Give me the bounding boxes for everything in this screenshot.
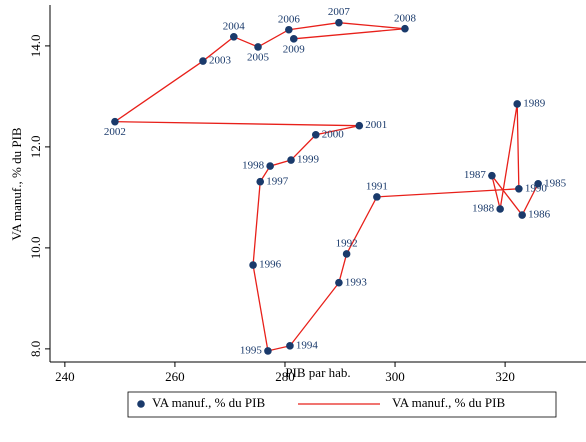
- point: [488, 171, 496, 180]
- y-tick-label: 10.0: [28, 237, 43, 260]
- point: [335, 278, 343, 287]
- y-tick-label: 14.0: [28, 35, 43, 58]
- point-label: 1986: [528, 209, 551, 221]
- point-label: 1994: [296, 339, 319, 351]
- point-label: 2005: [247, 51, 270, 63]
- x-tick-label: 320: [495, 369, 515, 384]
- point-label: 2002: [104, 126, 126, 138]
- point: [534, 179, 542, 188]
- point-label: 1993: [345, 276, 368, 288]
- point-label: 1995: [240, 344, 263, 356]
- point-label: 2003: [209, 55, 232, 67]
- x-axis-label: PIB par hab.: [285, 365, 350, 380]
- point-label: 1996: [259, 259, 282, 271]
- point: [256, 177, 265, 186]
- point: [513, 100, 522, 108]
- point: [373, 193, 381, 201]
- point: [287, 156, 295, 164]
- point-label: 2001: [365, 119, 387, 131]
- legend-marker: [137, 400, 145, 408]
- point: [111, 117, 119, 126]
- point-label: 1999: [297, 154, 320, 166]
- point: [199, 57, 207, 65]
- point: [335, 18, 343, 27]
- point: [285, 25, 293, 34]
- point-label: 2000: [322, 128, 345, 140]
- point: [496, 205, 504, 213]
- y-tick-label: 8.0: [28, 341, 43, 357]
- point-label: 1998: [242, 160, 265, 172]
- point-label: 1985: [544, 177, 567, 189]
- x-tick-label: 300: [385, 369, 405, 384]
- point-label: 1989: [523, 98, 546, 110]
- point-label: 2004: [223, 20, 246, 32]
- point: [230, 33, 238, 41]
- x-tick-label: 240: [55, 369, 75, 384]
- point-label: 2007: [328, 6, 351, 18]
- x-tick-label: 260: [165, 369, 185, 384]
- point: [342, 250, 351, 258]
- point: [518, 211, 526, 219]
- point-label: 1990: [525, 182, 548, 194]
- point: [266, 162, 274, 170]
- x-tick-label: 280: [275, 369, 295, 384]
- point: [289, 35, 298, 43]
- point: [515, 185, 523, 193]
- point: [254, 43, 262, 51]
- point: [311, 130, 320, 139]
- y-axis-label: VA manuf., % du PIB: [9, 127, 24, 240]
- point: [249, 261, 257, 269]
- point: [355, 121, 364, 130]
- point: [286, 342, 294, 350]
- point-label: 2008: [394, 12, 417, 24]
- point: [264, 347, 272, 355]
- point-label: 1991: [366, 180, 388, 192]
- point-label: 1997: [266, 175, 289, 187]
- point-label: 2009: [283, 43, 306, 55]
- point-label: 1992: [336, 237, 358, 249]
- legend-label: VA manuf., % du PIB: [392, 395, 505, 410]
- y-tick-label: 12.0: [28, 136, 43, 159]
- point-label: 1987: [464, 169, 487, 181]
- point: [401, 24, 409, 33]
- point-label: 1988: [472, 203, 495, 215]
- point-label: 2006: [278, 13, 301, 25]
- legend-label: VA manuf., % du PIB: [152, 395, 265, 410]
